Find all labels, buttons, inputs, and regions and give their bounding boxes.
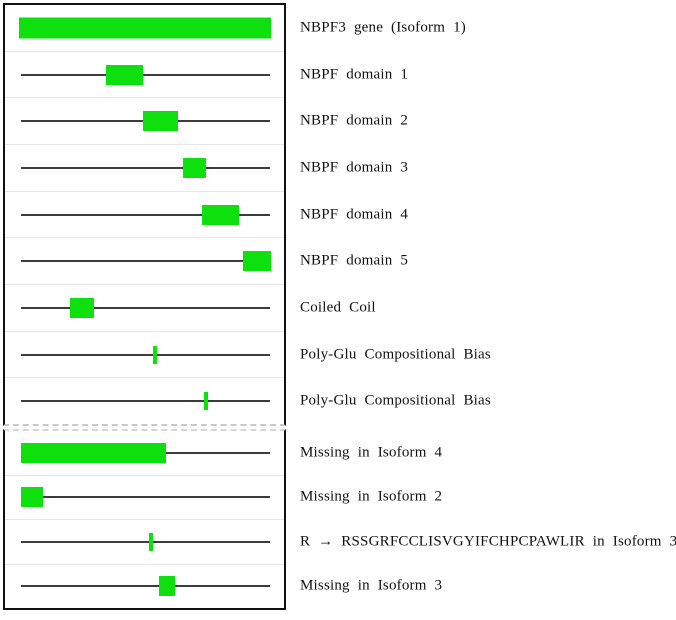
- feature-label: NBPF domain 3: [300, 159, 409, 176]
- feature-row: Missing in Isoform 4: [5, 431, 442, 476]
- feature-marker: [183, 157, 206, 178]
- feature-label: Missing in Isoform 3: [300, 577, 443, 594]
- feature-marker: [159, 576, 175, 597]
- protein-track-line: [21, 306, 270, 309]
- feature-row: Missing in Isoform 3: [5, 565, 442, 609]
- feature-label: NBPF domain 5: [300, 252, 409, 269]
- feature-label: NBPF domain 4: [300, 206, 409, 223]
- feature-label: NBPF3 gene (Isoform 1): [300, 19, 466, 36]
- feature-marker: [21, 442, 166, 463]
- feature-marker: [153, 345, 157, 364]
- feature-label: NBPF domain 1: [300, 66, 409, 82]
- protein-track-line: [21, 540, 270, 543]
- feature-marker: [202, 204, 239, 225]
- feature-row: NBPF domain 3: [5, 145, 408, 192]
- feature-label: Poly-Glu Compositional Bias: [300, 392, 491, 409]
- protein-track-line: [21, 213, 270, 216]
- feature-row: Coiled Coil: [5, 285, 376, 332]
- feature-label: Missing in Isoform 2: [300, 488, 443, 505]
- protein-track-line: [21, 353, 270, 356]
- protein-track-line: [21, 73, 270, 76]
- feature-marker: [149, 532, 153, 551]
- feature-marker: [70, 297, 94, 318]
- feature-row: Poly-Glu Compositional Bias: [5, 332, 491, 379]
- protein-track-line: [21, 400, 270, 403]
- feature-row: Missing in Isoform 2: [5, 476, 442, 520]
- protein-track-line: [21, 585, 270, 588]
- feature-row: R → RSSGRFCCLISVGYIFCHPCPAWLIR in Isofor…: [5, 520, 676, 565]
- feature-label: R → RSSGRFCCLISVGYIFCHPCPAWLIR in Isofor…: [300, 533, 676, 550]
- feature-row: NBPF domain 2: [5, 98, 408, 146]
- protein-track-line: [21, 166, 270, 169]
- feature-row: Poly-Glu Compositional Bias: [5, 378, 491, 424]
- feature-row: NBPF domain 5: [5, 238, 408, 286]
- feature-row: NBPF3 gene (Isoform 1): [5, 5, 466, 52]
- protein-track-line: [21, 496, 270, 499]
- feature-marker: [143, 111, 178, 132]
- protein-track-line: [21, 260, 270, 263]
- feature-marker: [19, 17, 271, 39]
- isoform-differences-panel: Missing in Isoform 4 Missing in Isoform …: [3, 429, 676, 610]
- feature-row: NBPF domain 4: [5, 192, 408, 239]
- feature-marker: [204, 392, 208, 411]
- feature-marker: [21, 487, 43, 508]
- feature-label: Poly-Glu Compositional Bias: [300, 346, 491, 363]
- feature-label: Coiled Coil: [300, 299, 376, 316]
- feature-marker: [106, 64, 143, 85]
- gene-and-domain-features-panel: NBPF3 gene (Isoform 1) NBPF domain 1 NBP…: [3, 3, 491, 426]
- feature-marker: [243, 251, 271, 272]
- feature-label: NBPF domain 2: [300, 112, 409, 129]
- feature-row: NBPF domain 1: [5, 52, 408, 99]
- feature-label: Missing in Isoform 4: [300, 444, 443, 461]
